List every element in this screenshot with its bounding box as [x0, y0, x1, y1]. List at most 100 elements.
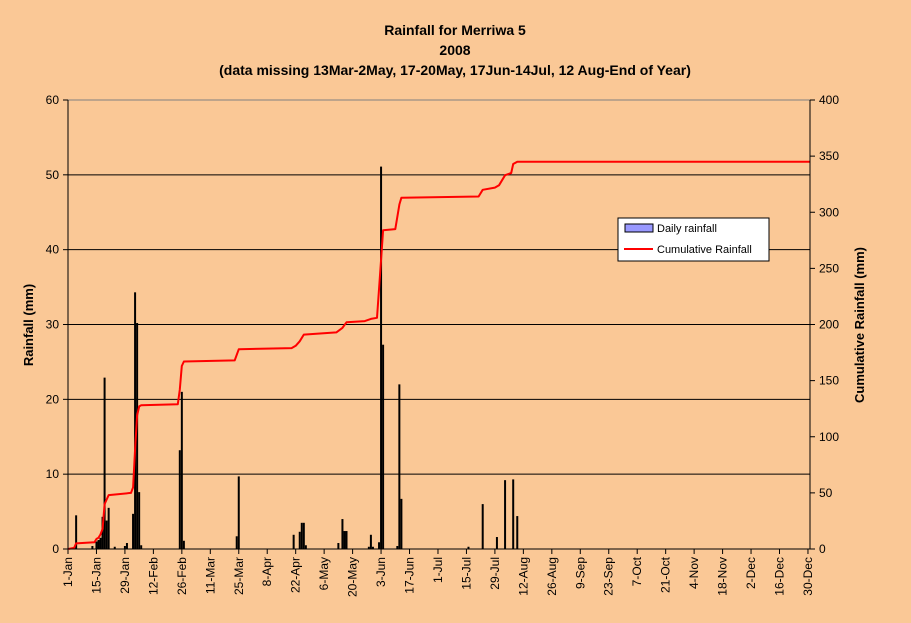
x-tick-label: 30-Dec — [801, 557, 815, 596]
x-tick-label: 15-Jul — [459, 557, 473, 590]
rainfall-bar — [512, 479, 515, 549]
rainfall-bar — [140, 545, 143, 549]
chart-title-line-3: (data missing 13Mar-2May, 17-20May, 17Ju… — [219, 62, 691, 78]
x-tick-label: 3-Jun — [374, 557, 388, 587]
rainfall-bar — [134, 292, 137, 549]
x-tick-label: 12-Aug — [516, 557, 530, 596]
rainfall-bar — [99, 537, 102, 549]
y-axis-title: Rainfall (mm) — [21, 284, 36, 366]
y2-tick-label: 400 — [819, 93, 839, 107]
y2-tick-label: 0 — [819, 542, 826, 556]
rainfall-bar — [481, 504, 484, 549]
y-tick-label: 50 — [46, 168, 60, 182]
rainfall-bar — [136, 323, 139, 549]
x-tick-label: 22-Apr — [289, 557, 303, 593]
y2-tick-label: 200 — [819, 318, 839, 332]
rainfall-bar — [182, 540, 185, 549]
rainfall-bar — [123, 546, 126, 549]
rainfall-bar — [396, 546, 399, 549]
rainfall-bar — [237, 476, 240, 549]
y-axis-ticks: 0 10 20 30 40 50 60 — [46, 93, 68, 556]
chart-title-line-1: Rainfall for Merriwa 5 — [384, 22, 526, 38]
y2-tick-label: 50 — [819, 486, 833, 500]
chart-title-line-2: 2008 — [439, 42, 470, 58]
rainfall-bar — [103, 377, 106, 549]
legend: Daily rainfall Cumulative Rainfall — [617, 217, 770, 262]
rainfall-bar — [125, 543, 128, 549]
rainfall-bar — [516, 516, 519, 549]
rainfall-bar — [107, 507, 110, 549]
x-tick-label: 8-Apr — [260, 557, 274, 586]
cumulative-rainfall-line — [67, 160, 810, 550]
rainfall-bar — [337, 543, 340, 549]
x-tick-label: 7-Oct — [630, 556, 644, 586]
cumulative-rainfall-line-group — [67, 160, 810, 550]
x-tick-label: 11-Mar — [203, 557, 217, 594]
daily-rainfall-bars — [75, 166, 519, 549]
rainfall-bar — [105, 520, 108, 549]
x-tick-label: 25-Mar — [232, 557, 246, 595]
y2-axis-title: Cumulative Rainfall (mm) — [852, 247, 867, 403]
rainfall-bar — [75, 515, 78, 549]
y-tick-label: 10 — [46, 467, 60, 481]
y2-tick-label: 150 — [819, 374, 839, 388]
y-tick-label: 20 — [46, 392, 60, 406]
x-tick-label: 12-Feb — [146, 557, 160, 595]
rainfall-bar — [371, 546, 374, 549]
rainfall-bar — [378, 542, 381, 549]
rainfall-bar — [304, 545, 307, 549]
rainfall-bar — [382, 344, 385, 549]
rainfall-bar — [495, 537, 498, 549]
rainfall-bar — [345, 531, 348, 549]
x-tick-label: 29-Jan — [118, 557, 132, 594]
x-tick-label: 9-Sep — [573, 557, 587, 589]
rainfall-bar — [398, 384, 401, 549]
rainfall-bar — [302, 522, 305, 549]
rainfall-bar — [178, 450, 181, 549]
y2-tick-label: 250 — [819, 261, 839, 275]
y2-tick-label: 350 — [819, 149, 839, 163]
x-axis-ticks: 1-Jan 15-Jan 29-Jan 12-Feb 26-Feb 11-Mar 25-Ma… — [61, 549, 815, 597]
y2-axis-ticks: 0 50 100 150 200 250 300 350 400 — [810, 93, 839, 556]
rainfall-bar — [95, 541, 98, 549]
rainfall-bar — [343, 531, 346, 549]
rainfall-bar — [180, 391, 183, 549]
x-tick-label: 6-May — [317, 557, 331, 590]
x-tick-label: 17-Jun — [403, 557, 417, 594]
rainfall-bar — [467, 546, 470, 549]
legend-swatch-daily-rainfall — [624, 223, 654, 233]
x-tick-label: 16-Dec — [773, 557, 787, 596]
rainfall-bar — [138, 492, 141, 549]
y-tick-label: 0 — [52, 542, 59, 556]
x-tick-label: 26-Aug — [545, 557, 559, 596]
x-tick-label: 1-Jul — [431, 557, 445, 583]
x-tick-label: 1-Jan — [61, 557, 75, 587]
legend-label-cumulative-rainfall: Cumulative Rainfall — [657, 244, 752, 256]
y2-tick-label: 300 — [819, 205, 839, 219]
rainfall-bar — [380, 166, 383, 549]
y-tick-label: 40 — [46, 243, 60, 257]
x-tick-label: 29-Jul — [488, 557, 502, 590]
x-tick-label: 21-Oct — [659, 556, 673, 593]
rainfall-bar — [132, 513, 135, 549]
rainfall-bar — [91, 546, 94, 549]
y2-tick-label: 100 — [819, 430, 839, 444]
rainfall-bar — [341, 519, 344, 549]
rainfall-bar — [101, 516, 104, 549]
rainfall-bar — [235, 536, 238, 549]
rainfall-bar — [367, 546, 370, 549]
rainfall-bar — [400, 498, 403, 549]
rainfall-bar — [97, 540, 100, 549]
x-tick-label: 26-Feb — [175, 557, 189, 595]
x-tick-label: 4-Nov — [687, 557, 701, 589]
x-tick-label: 15-Jan — [89, 557, 103, 594]
rainfall-bar — [292, 534, 295, 549]
rainfall-bar — [300, 522, 303, 549]
x-tick-label: 18-Nov — [716, 557, 730, 596]
x-tick-label: 20-May — [346, 557, 360, 597]
y-tick-label: 60 — [46, 93, 60, 107]
rainfall-bar — [113, 546, 116, 549]
rainfall-bar — [369, 534, 372, 549]
rainfall-bar — [298, 531, 301, 549]
